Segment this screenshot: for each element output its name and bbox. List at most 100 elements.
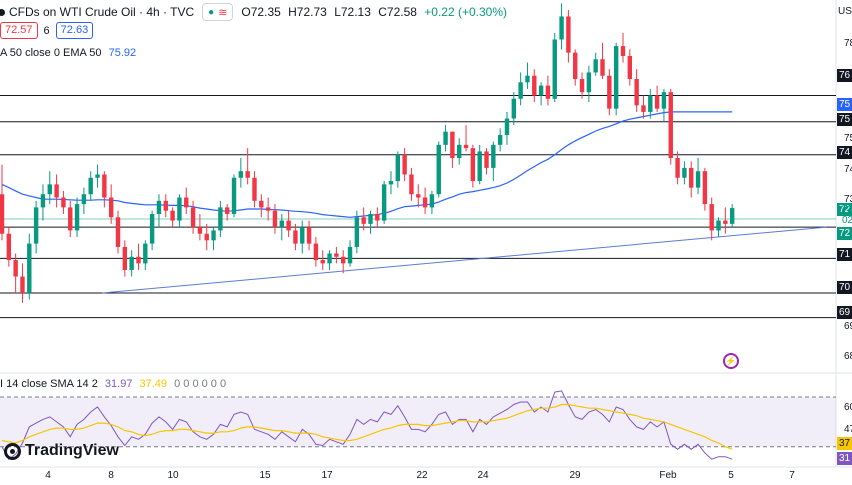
candle-body bbox=[306, 227, 312, 244]
candle-body bbox=[607, 75, 612, 109]
candle-15 bbox=[102, 171, 107, 208]
candle-55 bbox=[375, 207, 380, 228]
candle-body bbox=[532, 75, 537, 96]
price-axis-label: 74 bbox=[844, 164, 852, 175]
ema-legend[interactable]: A 50 close 0 EMA 50 75.92 bbox=[0, 47, 136, 59]
candle-body bbox=[272, 210, 278, 228]
candle-body bbox=[341, 256, 346, 264]
candle-body bbox=[68, 207, 73, 231]
rsi-line bbox=[1, 390, 733, 460]
candle-71 bbox=[484, 148, 489, 175]
candle-body bbox=[102, 174, 107, 198]
candle-23 bbox=[156, 194, 162, 228]
candle-body bbox=[170, 210, 175, 221]
candle-88 bbox=[600, 42, 605, 80]
candle-7 bbox=[47, 171, 52, 205]
candle-65 bbox=[443, 125, 448, 152]
sell-button[interactable]: 72.57 bbox=[0, 22, 38, 39]
candle-body bbox=[463, 144, 469, 149]
price-axis-label: 68 bbox=[844, 351, 852, 362]
candle-62 bbox=[422, 187, 428, 214]
rsi-value: 31.97 bbox=[104, 378, 133, 390]
candle-42 bbox=[286, 210, 291, 238]
candle-104 bbox=[709, 197, 714, 241]
candle-body bbox=[675, 158, 680, 178]
rsi-sma-line bbox=[1, 403, 733, 450]
candle-87 bbox=[593, 52, 598, 76]
candle-body bbox=[252, 177, 257, 201]
price-tag: 74 bbox=[837, 146, 852, 159]
candle-5 bbox=[33, 200, 39, 254]
lightning-icon[interactable]: ⚡ bbox=[723, 353, 739, 369]
candle-body bbox=[286, 220, 291, 231]
candle-3 bbox=[20, 263, 25, 303]
candle-85 bbox=[579, 72, 585, 99]
candle-body bbox=[661, 92, 667, 109]
candle-body bbox=[695, 171, 701, 188]
candle-27 bbox=[184, 187, 189, 214]
candle-36 bbox=[245, 148, 250, 185]
time-axis-label: 8 bbox=[108, 470, 114, 481]
time-axis-label: 4 bbox=[45, 470, 51, 481]
candle-body bbox=[190, 207, 196, 228]
candle-54 bbox=[368, 210, 373, 234]
status-pill[interactable]: ● ≋ bbox=[202, 3, 234, 21]
candle-body bbox=[470, 148, 476, 182]
candle-25 bbox=[170, 207, 175, 228]
candle-77 bbox=[525, 62, 530, 89]
ema-value: 75.92 bbox=[108, 47, 137, 59]
rsi-legend[interactable]: I 14 close SMA 14 2 31.97 37.49 0 0 0 0 … bbox=[0, 378, 226, 390]
candle-body bbox=[347, 246, 353, 264]
candle-21 bbox=[143, 240, 148, 270]
candle-92 bbox=[627, 49, 633, 86]
candle-34 bbox=[231, 174, 237, 218]
candle-body bbox=[634, 79, 639, 106]
candle-body bbox=[668, 92, 673, 159]
candle-105 bbox=[716, 217, 721, 238]
candle-body bbox=[552, 39, 557, 99]
candle-body bbox=[613, 46, 619, 109]
trade-buttons: 72.57 6 72.63 bbox=[0, 22, 94, 39]
candle-body bbox=[88, 177, 93, 195]
price-tag: 70 bbox=[837, 281, 852, 294]
candle-body bbox=[6, 233, 12, 261]
tradingview-logo[interactable]: TradingView bbox=[4, 442, 119, 460]
candle-79 bbox=[538, 82, 544, 106]
candle-20 bbox=[136, 243, 141, 270]
candle-body bbox=[245, 171, 250, 178]
candle-body bbox=[689, 167, 694, 188]
time-axis-label: Feb bbox=[659, 470, 677, 481]
candle-body bbox=[579, 79, 585, 93]
candle-47 bbox=[320, 250, 325, 270]
candle-6 bbox=[40, 184, 46, 221]
candle-82 bbox=[559, 3, 564, 50]
candles-layer bbox=[0, 3, 735, 303]
candle-body bbox=[368, 213, 373, 224]
close-value: C72.58 bbox=[378, 5, 417, 19]
candle-body bbox=[422, 197, 428, 208]
ema-label: A 50 close 0 EMA 50 bbox=[0, 47, 102, 59]
candle-67 bbox=[457, 138, 462, 165]
rsi-layer bbox=[1, 390, 733, 460]
candle-body bbox=[54, 184, 59, 198]
candle-93 bbox=[634, 69, 639, 112]
time-axis-label: 22 bbox=[416, 470, 428, 481]
buy-button[interactable]: 72.63 bbox=[55, 22, 94, 39]
candle-body bbox=[497, 134, 503, 145]
candle-body bbox=[654, 95, 660, 109]
price-tag: 72 bbox=[837, 227, 852, 240]
candle-68 bbox=[463, 125, 469, 152]
current-price-label: 72 bbox=[842, 204, 852, 215]
candle-body bbox=[163, 200, 168, 211]
candle-70 bbox=[477, 144, 482, 185]
symbol-title[interactable]: CFDs on WTI Crude Oil · 4h · TVC bbox=[9, 5, 195, 19]
candle-52 bbox=[354, 210, 360, 254]
candle-9 bbox=[61, 190, 66, 214]
candle-49 bbox=[334, 246, 339, 264]
candle-body bbox=[361, 217, 366, 224]
candle-body bbox=[381, 184, 387, 221]
candle-body bbox=[61, 197, 66, 208]
candle-48 bbox=[327, 250, 332, 270]
market-open-icon: ● bbox=[208, 6, 215, 18]
